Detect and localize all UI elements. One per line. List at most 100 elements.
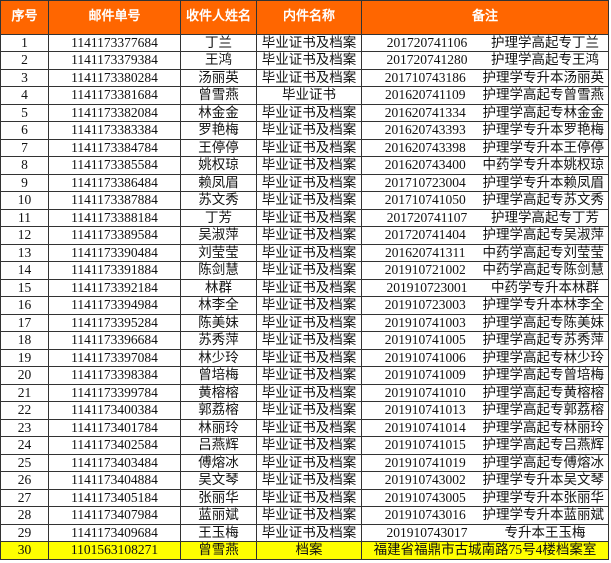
remark: 201720741280 护理学高起专王鸿 — [361, 51, 609, 70]
recipient-name: 曾雪燕 — [180, 541, 257, 560]
row-number: 17 — [0, 313, 49, 332]
row-number: 12 — [0, 226, 49, 245]
tracking-number: 1141173386484 — [48, 173, 181, 192]
recipient-name: 黄榕榕 — [180, 383, 257, 402]
remark-text: 中药学高起专刘莹莹 — [482, 244, 605, 260]
row-number: 22 — [0, 401, 49, 420]
student-id: 201910741005 — [384, 332, 466, 348]
table-row: 4 1141173381684 曾雪燕 毕业证书 201620741109 护理学高起专曾… — [0, 86, 609, 105]
item-name: 毕业证书及档案 — [256, 348, 362, 367]
item-name: 毕业证书及档案 — [256, 103, 362, 122]
tracking-number: 1141173403484 — [48, 453, 181, 472]
table-row: 22 1141173400384 郭荔榕 毕业证书及档案 201910741013 护理学… — [0, 401, 609, 420]
tracking-number: 1141173395284 — [48, 313, 181, 332]
recipient-name: 吴文琴 — [180, 471, 257, 490]
item-name: 毕业证书及档案 — [256, 191, 362, 210]
row-number: 16 — [0, 296, 49, 315]
row-number: 29 — [0, 523, 49, 542]
recipient-name: 林丽玲 — [180, 418, 257, 437]
remark-text: 护理学高起专黄榕榕 — [482, 384, 605, 400]
row-number: 7 — [0, 138, 49, 157]
student-id: 201620741311 — [385, 244, 466, 260]
row-number: 5 — [0, 103, 49, 122]
student-id: 201910743005 — [384, 489, 466, 505]
table-row: 7 1141173384784 王停停 毕业证书及档案 201620743398 护理学专… — [0, 138, 609, 157]
row-number: 4 — [0, 86, 49, 105]
remark-text: 护理学高起专林丽玲 — [482, 419, 605, 435]
remark-text: 护理学专升本罗艳梅 — [482, 122, 605, 138]
table-row: 11 1141173388184 丁芳 毕业证书及档案 201720741107 护理学高… — [0, 208, 609, 227]
table-row: 18 1141173396684 苏秀萍 毕业证书及档案 201910741005 护理学… — [0, 331, 609, 350]
student-id: 201910741003 — [384, 314, 466, 330]
row-number: 25 — [0, 453, 49, 472]
student-id: 201620743393 — [384, 122, 466, 138]
table-row: 20 1141173398384 曾培梅 毕业证书及档案 201910741009 护理学… — [0, 366, 609, 385]
student-id: 201720741404 — [384, 227, 466, 243]
tracking-number: 1141173402584 — [48, 436, 181, 455]
highlighted-row: 30 1101563108271 曾雪燕 档案 福建省福鼎市古城南路75号4楼档案室 — [0, 541, 609, 560]
item-name: 毕业证书及档案 — [256, 418, 362, 437]
recipient-name: 陈美妹 — [180, 313, 257, 332]
remark: 201720741106 护理学高起专丁兰 — [361, 33, 609, 52]
remark: 201910741006 护理学高起专林少玲 — [361, 348, 609, 367]
item-name: 毕业证书及档案 — [256, 523, 362, 542]
item-name: 毕业证书 — [256, 86, 362, 105]
item-name: 毕业证书及档案 — [256, 488, 362, 507]
remark: 201620743393 护理学专升本罗艳梅 — [361, 121, 609, 140]
tracking-number: 1141173401784 — [48, 418, 181, 437]
tracking-number: 1141173409684 — [48, 523, 181, 542]
tracking-number: 1141173387884 — [48, 191, 181, 210]
student-id: 201910741009 — [384, 367, 466, 383]
remark-text: 护理学高起专吴淑萍 — [482, 227, 605, 243]
student-id: 201910743017 — [386, 524, 468, 540]
remark: 201910741003 护理学高起专陈美妹 — [361, 313, 609, 332]
remark-text: 护理学高起专曾培梅 — [482, 367, 605, 383]
student-id: 201910743002 — [384, 472, 466, 488]
student-id: 201910741014 — [384, 419, 466, 435]
recipient-name: 丁兰 — [180, 33, 257, 52]
table-row: 5 1141173382084 林金金 毕业证书及档案 201620741334 护理学高… — [0, 103, 609, 122]
student-id: 201620741334 — [384, 104, 466, 120]
tracking-number: 1141173396684 — [48, 331, 181, 350]
recipient-name: 林群 — [180, 278, 257, 297]
header-tracking: 邮件单号 — [48, 0, 181, 35]
table-row: 12 1141173389584 吴淑萍 毕业证书及档案 201720741404 护理学… — [0, 226, 609, 245]
table-row: 6 1141173383384 罗艳梅 毕业证书及档案 201620743393 护理学专… — [0, 121, 609, 140]
recipient-name: 吕燕辉 — [180, 436, 257, 455]
item-name: 毕业证书及档案 — [256, 33, 362, 52]
item-name: 毕业证书及档案 — [256, 453, 362, 472]
item-name: 毕业证书及档案 — [256, 68, 362, 87]
item-name: 毕业证书及档案 — [256, 156, 362, 175]
row-number: 30 — [0, 541, 49, 560]
item-name: 毕业证书及档案 — [256, 208, 362, 227]
tracking-number: 1141173383384 — [48, 121, 181, 140]
item-name: 毕业证书及档案 — [256, 506, 362, 525]
tracking-number: 1141173389584 — [48, 226, 181, 245]
table-row: 3 1141173380284 汤丽英 毕业证书及档案 201710743186 护理学专… — [0, 68, 609, 87]
tracking-number: 1141173405184 — [48, 488, 181, 507]
tracking-number: 1141173388184 — [48, 208, 181, 227]
remark: 201620741334 护理学高起专林金金 — [361, 103, 609, 122]
remark-text: 护理学专升本赖凤眉 — [482, 174, 605, 190]
row-number: 1 — [0, 33, 49, 52]
table-row: 29 1141173409684 王玉梅 毕业证书及档案 201910743017 专升本… — [0, 523, 609, 542]
remark-text: 中药学高起专陈剑慧 — [482, 262, 605, 278]
student-id: 201910741019 — [384, 454, 466, 470]
recipient-name: 丁芳 — [180, 208, 257, 227]
remark: 201710723004 护理学专升本赖凤眉 — [361, 173, 609, 192]
recipient-name: 张丽华 — [180, 488, 257, 507]
table-row: 26 1141173404884 吴文琴 毕业证书及档案 201910743002 护理学… — [0, 471, 609, 490]
remark-text: 护理学专升本张丽华 — [482, 489, 605, 505]
row-number: 8 — [0, 156, 49, 175]
row-number: 10 — [0, 191, 49, 210]
remark: 201910743005 护理学专升本张丽华 — [361, 488, 609, 507]
tracking-number: 1141173382084 — [48, 103, 181, 122]
row-number: 23 — [0, 418, 49, 437]
remark-text: 护理学高起专丁芳 — [491, 209, 599, 225]
remark: 201910741013 护理学高起专郭荔榕 — [361, 401, 609, 420]
student-id: 201710741050 — [384, 192, 466, 208]
recipient-name: 郭荔榕 — [180, 401, 257, 420]
remark-text: 护理学专升本王停停 — [482, 139, 605, 155]
recipient-name: 刘莹莹 — [180, 243, 257, 262]
